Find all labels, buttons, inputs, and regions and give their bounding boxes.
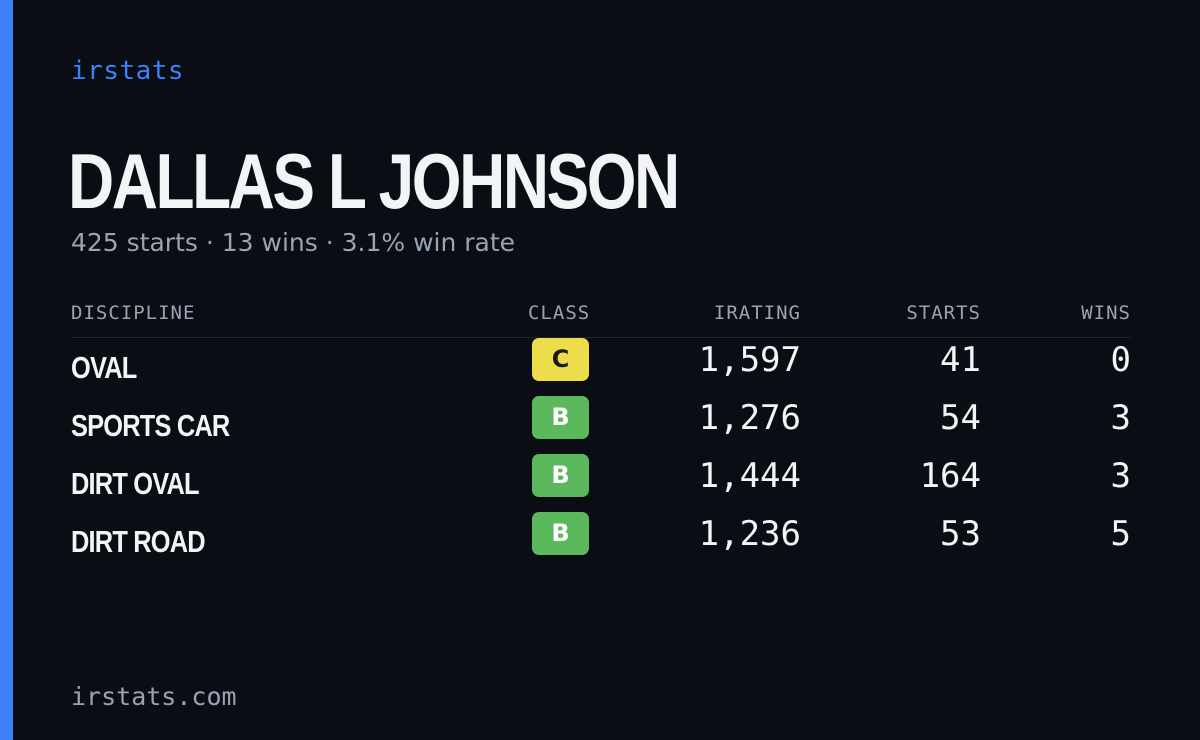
wins-value: 3: [1110, 398, 1131, 438]
header-starts: STARTS: [906, 302, 981, 324]
discipline-name: SPORTS CAR: [71, 408, 230, 443]
header-irating: IRATING: [713, 302, 801, 324]
discipline-name: DIRT OVAL: [71, 466, 200, 501]
wins-value: 3: [1110, 456, 1131, 496]
brand-logo: irstats: [71, 56, 185, 86]
stats-table: DISCIPLINE CLASS IRATING STARTS WINS OVA…: [71, 298, 1131, 570]
irating-value: 1,444: [698, 456, 801, 496]
header-discipline: DISCIPLINE: [71, 302, 196, 324]
discipline-name: OVAL: [71, 350, 137, 385]
starts-value: 164: [919, 456, 981, 496]
irating-value: 1,597: [698, 340, 801, 380]
starts-value: 53: [940, 514, 981, 554]
discipline-name: DIRT ROAD: [71, 524, 206, 559]
irating-value: 1,236: [698, 514, 801, 554]
table-row: OVAL C 1,597 41 0: [71, 338, 1131, 396]
footer-url: irstats.com: [71, 682, 237, 711]
table-row: DIRT OVAL B 1,444 164 3: [71, 454, 1131, 512]
table-row: SPORTS CAR B 1,276 54 3: [71, 396, 1131, 454]
class-badge: B: [532, 396, 589, 439]
wins-value: 0: [1110, 340, 1131, 380]
class-badge: B: [532, 454, 589, 497]
header-class: CLASS: [528, 302, 591, 324]
accent-bar: [0, 0, 13, 740]
table-row: DIRT ROAD B 1,236 53 5: [71, 512, 1131, 570]
starts-value: 41: [940, 340, 981, 380]
driver-name: DALLAS L JOHNSON: [68, 137, 680, 225]
class-badge: B: [532, 512, 589, 555]
class-badge: C: [532, 338, 589, 381]
table-header: DISCIPLINE CLASS IRATING STARTS WINS: [71, 298, 1131, 338]
irating-value: 1,276: [698, 398, 801, 438]
header-wins: WINS: [1081, 302, 1131, 324]
wins-value: 5: [1110, 514, 1131, 554]
starts-value: 54: [940, 398, 981, 438]
driver-summary: 425 starts · 13 wins · 3.1% win rate: [71, 228, 516, 257]
